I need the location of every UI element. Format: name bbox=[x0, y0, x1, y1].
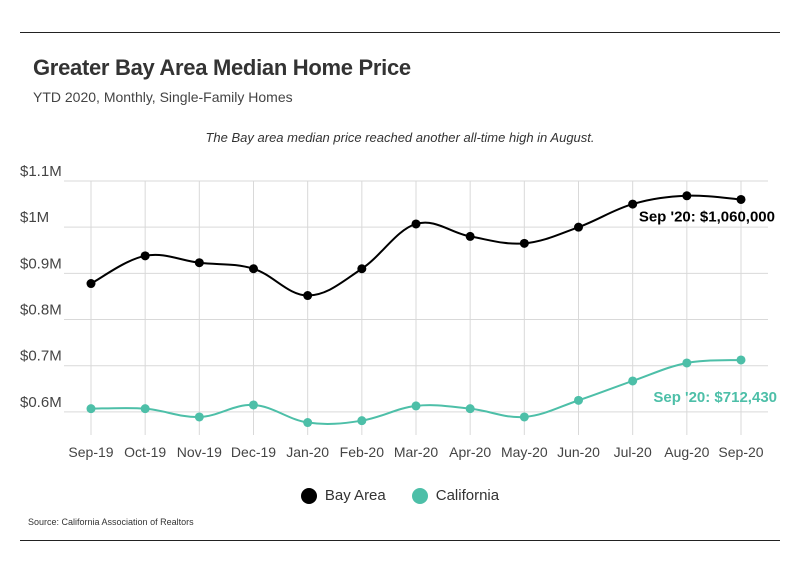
x-tick-label: Sep-20 bbox=[718, 444, 763, 460]
y-tick-label: $0.7M bbox=[20, 348, 62, 365]
data-point-bay-area bbox=[465, 231, 475, 241]
x-tick-label: Apr-20 bbox=[449, 444, 491, 460]
x-tick-label: Jun-20 bbox=[557, 444, 600, 460]
x-tick-label: Dec-19 bbox=[231, 444, 276, 460]
y-tick-label: $1M bbox=[20, 209, 49, 226]
y-tick-label: $0.9M bbox=[20, 255, 62, 272]
data-point-bay-area bbox=[736, 194, 746, 204]
legend-item-california: California bbox=[411, 487, 500, 504]
data-point-bay-area bbox=[194, 258, 204, 268]
legend-swatch-california bbox=[411, 487, 428, 504]
legend: Bay Area California bbox=[0, 487, 800, 504]
data-point-california bbox=[249, 400, 258, 410]
x-tick-label: May-20 bbox=[501, 444, 548, 460]
x-tick-label: Aug-20 bbox=[664, 444, 709, 460]
legend-item-bay-area: Bay Area bbox=[300, 487, 386, 504]
data-point-bay-area bbox=[574, 222, 583, 232]
data-point-california bbox=[357, 416, 367, 426]
data-point-bay-area bbox=[86, 279, 96, 289]
x-tick-label: Sep-19 bbox=[68, 444, 113, 460]
data-point-california bbox=[465, 404, 475, 414]
data-point-california bbox=[140, 404, 150, 414]
data-point-bay-area bbox=[303, 291, 313, 301]
data-point-bay-area bbox=[411, 219, 421, 229]
data-point-california bbox=[628, 376, 638, 386]
x-tick-label: Jan-20 bbox=[286, 444, 329, 460]
end-label-bay-area: Sep '20: $1,060,000 bbox=[639, 208, 775, 225]
chart-annotation: The Bay area median price reached anothe… bbox=[205, 130, 595, 145]
data-point-california bbox=[303, 418, 313, 428]
data-point-bay-area bbox=[682, 191, 692, 201]
legend-swatch-bay-area bbox=[300, 487, 317, 504]
data-point-california bbox=[194, 412, 204, 422]
legend-label-bay-area: Bay Area bbox=[324, 487, 386, 504]
series-points bbox=[86, 191, 746, 428]
chart-title: Greater Bay Area Median Home Price bbox=[33, 55, 411, 80]
data-point-california bbox=[574, 395, 583, 405]
data-point-california bbox=[86, 404, 96, 414]
x-tick-label: Mar-20 bbox=[394, 444, 439, 460]
data-point-bay-area bbox=[140, 251, 150, 261]
end-labels: Sep '20: $1,060,000 Sep '20: $712,430 bbox=[639, 208, 777, 406]
x-tick-label: Jul-20 bbox=[614, 444, 652, 460]
top-rule bbox=[20, 32, 780, 33]
data-point-bay-area bbox=[628, 199, 638, 209]
y-tick-label: $0.8M bbox=[20, 302, 62, 319]
x-tick-label: Nov-19 bbox=[177, 444, 222, 460]
data-point-bay-area bbox=[249, 264, 258, 274]
legend-label-california: California bbox=[435, 487, 500, 504]
end-label-california: Sep '20: $712,430 bbox=[653, 389, 777, 406]
bottom-rule bbox=[20, 540, 780, 541]
data-point-california bbox=[411, 401, 421, 411]
x-tick-label: Oct-19 bbox=[124, 444, 166, 460]
x-axis-ticks: Sep-19 Oct-19 Nov-19 Dec-19 Jan-20 Feb-20 Mar-… bbox=[68, 444, 763, 460]
y-axis-ticks: $0.6M $0.7M $0.8M $0.9M $1M $1.1M bbox=[20, 163, 62, 411]
chart-subtitle: YTD 2020, Monthly, Single-Family Homes bbox=[33, 89, 293, 105]
data-point-california bbox=[736, 355, 746, 365]
y-tick-label: $0.6M bbox=[20, 394, 62, 411]
x-tick-label: Feb-20 bbox=[340, 444, 385, 460]
y-tick-label: $1.1M bbox=[20, 163, 62, 180]
source-note: Source: California Association of Realto… bbox=[28, 517, 194, 527]
data-point-california bbox=[682, 358, 692, 368]
data-point-bay-area bbox=[519, 238, 529, 248]
data-point-bay-area bbox=[357, 264, 367, 274]
data-point-california bbox=[519, 412, 529, 422]
